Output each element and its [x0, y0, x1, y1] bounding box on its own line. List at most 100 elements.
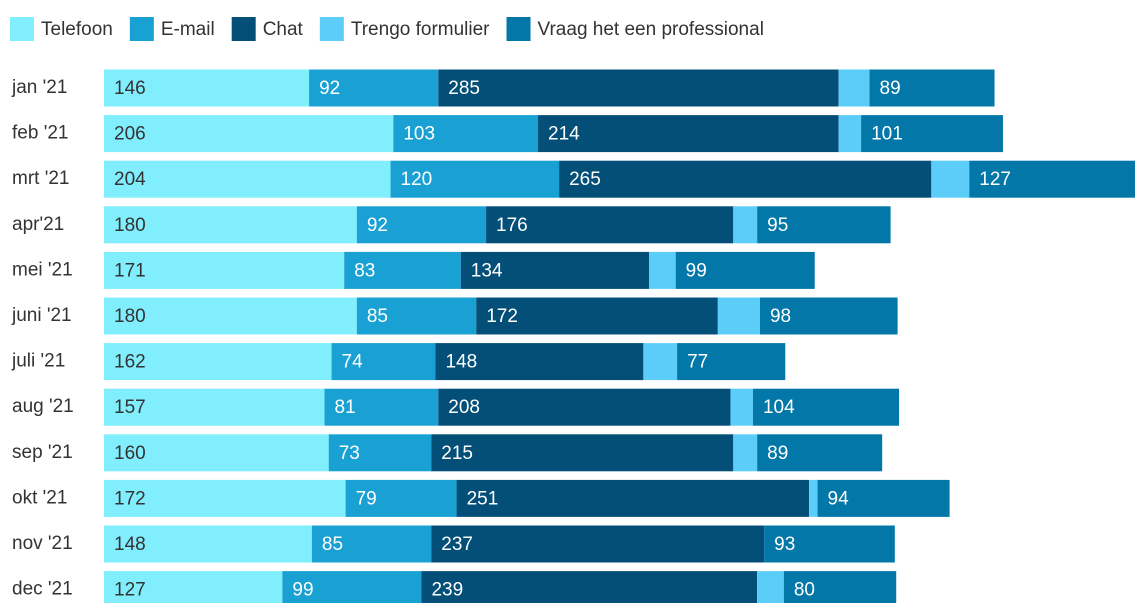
data-label: 172: [114, 488, 146, 509]
data-label: 89: [880, 78, 901, 99]
data-label: 74: [342, 352, 364, 373]
bar-segment: [764, 525, 895, 563]
bar-segment: [931, 160, 970, 198]
bar-segment: [809, 479, 818, 517]
legend-swatch: [231, 17, 256, 41]
bar-segment: [861, 115, 1003, 153]
data-label: 214: [548, 124, 580, 145]
legend-label: E-mail: [161, 19, 215, 40]
bar-segment: [104, 388, 325, 426]
data-label: 99: [292, 580, 313, 601]
data-label: 127: [114, 580, 146, 601]
bar-segment: [648, 251, 676, 289]
data-label: 237: [441, 534, 473, 555]
bar-segment: [331, 343, 436, 381]
bar-segment: [324, 388, 439, 426]
data-label: 92: [367, 215, 388, 236]
data-label: 172: [486, 306, 518, 327]
data-label: 146: [114, 78, 146, 99]
data-label: 251: [467, 488, 499, 509]
data-label: 171: [114, 260, 146, 281]
legend-label: Telefoon: [41, 19, 113, 40]
bar-segment: [104, 434, 329, 472]
bar-segment: [104, 160, 391, 198]
bar-segment: [104, 69, 310, 107]
data-label: 77: [687, 352, 708, 373]
bar-segment: [757, 434, 883, 472]
bar-segment: [104, 206, 357, 244]
data-label: 265: [569, 169, 601, 190]
data-label: 176: [496, 215, 528, 236]
data-label: 99: [686, 260, 707, 281]
bar-segment: [783, 571, 897, 603]
data-label: 101: [871, 124, 903, 145]
y-tick-label: juli '21: [11, 351, 65, 372]
legend-label: Vraag het een professional: [538, 19, 764, 40]
data-label: 127: [979, 169, 1011, 190]
bar-segment: [104, 343, 332, 381]
bar-segment: [486, 206, 734, 244]
y-tick-label: juni '21: [11, 305, 72, 326]
bar-segment: [356, 206, 487, 244]
data-label: 89: [767, 443, 788, 464]
bar-segment: [390, 160, 560, 198]
legend-label: Trengo formulier: [351, 19, 490, 40]
bar-segment: [356, 297, 477, 335]
data-label: 85: [367, 306, 388, 327]
data-label: 81: [335, 397, 356, 418]
y-tick-label: dec '21: [12, 579, 73, 600]
data-label: 160: [114, 443, 146, 464]
data-label: 92: [319, 78, 340, 99]
bar-segment: [677, 343, 786, 381]
bar-segment: [456, 479, 810, 517]
bar-segment: [538, 115, 839, 153]
bar-segment: [345, 479, 457, 517]
data-label: 206: [114, 124, 146, 145]
bar-segment: [431, 525, 765, 563]
bar-segment: [104, 525, 312, 563]
data-label: 95: [767, 215, 788, 236]
data-label: 148: [114, 534, 146, 555]
legend-swatch: [319, 17, 344, 41]
bar-segment: [328, 434, 432, 472]
data-label: 120: [401, 169, 433, 190]
data-label: 83: [354, 260, 375, 281]
data-label: 85: [322, 534, 343, 555]
data-label: 162: [114, 352, 146, 373]
y-tick-label: jan '21: [11, 77, 67, 98]
data-label: 134: [471, 260, 503, 281]
data-label: 239: [431, 580, 463, 601]
data-label: 104: [763, 397, 795, 418]
data-label: 79: [356, 488, 377, 509]
data-label: 73: [339, 443, 360, 464]
y-tick-label: apr'21: [12, 214, 64, 235]
bar-segment: [104, 571, 283, 603]
bar-segment: [282, 571, 422, 603]
data-label: 98: [770, 306, 791, 327]
y-tick-label: mrt '21: [12, 168, 69, 189]
legend-swatch: [10, 17, 34, 41]
bar-segment: [104, 115, 394, 153]
bar-segment: [733, 206, 758, 244]
y-tick-label: feb '21: [12, 123, 68, 144]
bar-segment: [438, 69, 839, 107]
data-label: 157: [114, 397, 146, 418]
bar-segment: [311, 525, 432, 563]
data-label: 80: [794, 580, 815, 601]
bar-segment: [476, 297, 718, 335]
y-tick-label: sep '21: [12, 442, 73, 463]
data-label: 93: [774, 534, 795, 555]
bar-segment: [757, 206, 891, 244]
bar-segment: [393, 115, 539, 153]
bar-segment: [752, 388, 900, 426]
bar-segment: [838, 115, 862, 153]
legend-label: Chat: [263, 19, 304, 40]
y-tick-label: nov '21: [12, 533, 73, 554]
bar-segment: [717, 297, 760, 335]
bar-segment: [431, 434, 734, 472]
bar-segment: [104, 251, 345, 289]
data-label: 94: [828, 488, 850, 509]
data-label: 208: [448, 397, 480, 418]
data-label: 285: [448, 78, 480, 99]
